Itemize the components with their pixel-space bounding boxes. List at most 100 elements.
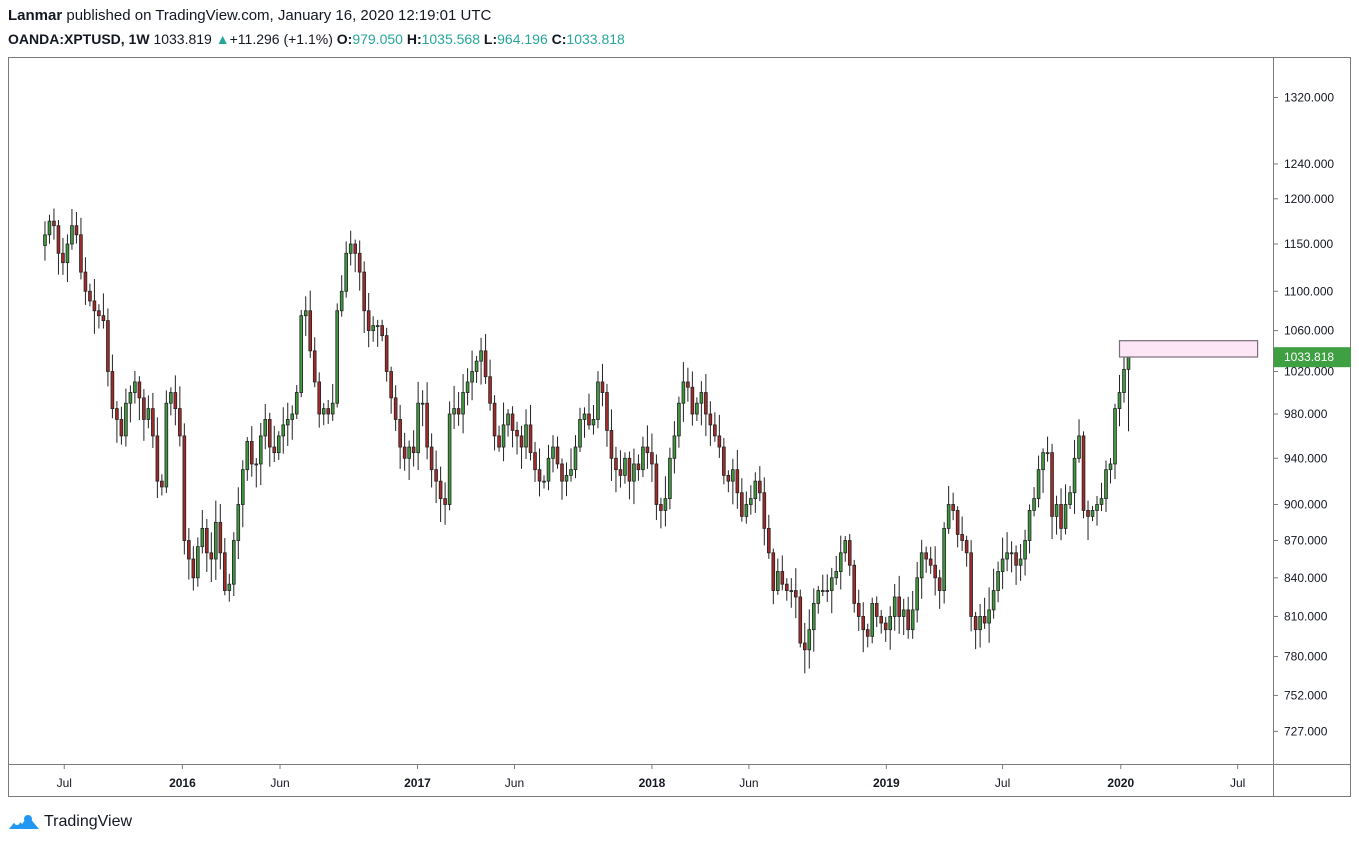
candle[interactable] <box>614 446 618 493</box>
candle[interactable] <box>659 497 663 529</box>
candle[interactable] <box>1090 505 1095 522</box>
candle[interactable] <box>191 546 196 591</box>
candle[interactable] <box>789 578 794 608</box>
candle[interactable] <box>528 404 533 461</box>
candle[interactable] <box>438 466 443 523</box>
time-axis[interactable]: Jul 2016 Jun 2017 Jun 2018 Jun 2019 Jul 2020 Jul <box>57 764 1246 790</box>
candle[interactable] <box>101 293 106 329</box>
candle[interactable] <box>263 404 268 450</box>
candle[interactable] <box>434 450 438 504</box>
candle[interactable] <box>407 440 411 480</box>
candle[interactable] <box>1009 541 1014 573</box>
candle[interactable] <box>964 535 969 567</box>
candle[interactable] <box>847 533 852 576</box>
price-axis[interactable]: 1320.000 1240.000 1200.000 1150.000 1100.000… <box>1273 91 1334 739</box>
candle[interactable] <box>672 421 677 474</box>
candle[interactable] <box>955 506 960 548</box>
candle[interactable] <box>861 602 866 653</box>
candle[interactable] <box>214 500 218 580</box>
candle[interactable] <box>973 611 978 650</box>
candle[interactable] <box>1108 457 1113 484</box>
candle[interactable] <box>452 385 456 429</box>
candle[interactable] <box>353 239 357 273</box>
candle[interactable] <box>326 399 331 424</box>
candle[interactable] <box>753 472 758 513</box>
candle[interactable] <box>43 221 47 261</box>
candle[interactable] <box>915 561 919 623</box>
candle[interactable] <box>1014 545 1018 585</box>
candle[interactable] <box>299 309 304 398</box>
candle[interactable] <box>443 482 447 525</box>
candle[interactable] <box>236 487 241 560</box>
candle[interactable] <box>312 337 317 388</box>
candle[interactable] <box>371 316 375 342</box>
candle[interactable] <box>308 290 313 358</box>
candle[interactable] <box>1054 495 1059 535</box>
candle[interactable] <box>1050 443 1054 540</box>
candle[interactable] <box>1072 439 1077 514</box>
candle[interactable] <box>892 583 897 631</box>
candle[interactable] <box>888 606 892 650</box>
candle[interactable] <box>555 436 560 469</box>
candle[interactable] <box>83 257 88 305</box>
candle[interactable] <box>465 368 470 406</box>
candle[interactable] <box>146 395 151 429</box>
candle[interactable] <box>1032 487 1036 517</box>
candle[interactable] <box>456 392 461 426</box>
candle[interactable] <box>919 539 924 599</box>
candle[interactable] <box>160 474 164 496</box>
candle[interactable] <box>232 532 236 597</box>
candle[interactable] <box>74 211 79 244</box>
candle[interactable] <box>708 401 713 446</box>
candle[interactable] <box>546 444 551 491</box>
candle[interactable] <box>344 241 348 298</box>
candle[interactable] <box>1117 374 1122 427</box>
candle[interactable] <box>1041 448 1045 493</box>
candle[interactable] <box>92 278 97 334</box>
candle[interactable] <box>722 438 726 485</box>
candle[interactable] <box>1077 419 1081 463</box>
candle[interactable] <box>497 425 501 452</box>
candle[interactable] <box>209 532 214 583</box>
candle[interactable] <box>524 409 528 459</box>
candle[interactable] <box>106 308 110 387</box>
candle[interactable] <box>870 597 875 644</box>
candle[interactable] <box>758 466 762 502</box>
candle[interactable] <box>321 403 326 426</box>
candle[interactable] <box>762 477 767 546</box>
candle[interactable] <box>537 448 542 497</box>
candle[interactable] <box>119 406 124 445</box>
candle[interactable] <box>897 575 901 634</box>
candle[interactable] <box>641 436 645 477</box>
candle[interactable] <box>776 558 780 595</box>
candle[interactable] <box>618 450 623 488</box>
candle[interactable] <box>744 491 749 524</box>
candle[interactable] <box>960 516 964 551</box>
candle[interactable] <box>726 470 731 493</box>
candle[interactable] <box>115 401 119 443</box>
candle[interactable] <box>52 208 56 240</box>
candle[interactable] <box>461 374 465 434</box>
candle[interactable] <box>70 209 74 250</box>
candle[interactable] <box>910 590 915 639</box>
candle[interactable] <box>47 214 52 244</box>
candle[interactable] <box>829 567 834 614</box>
candle[interactable] <box>290 405 295 440</box>
candle[interactable] <box>569 448 573 482</box>
candle[interactable] <box>61 237 65 275</box>
candle[interactable] <box>155 417 160 499</box>
candle[interactable] <box>178 386 182 447</box>
candle[interactable] <box>834 555 839 585</box>
candle[interactable] <box>609 409 614 481</box>
candle[interactable] <box>218 503 223 570</box>
candle[interactable] <box>942 522 946 604</box>
candle[interactable] <box>258 423 263 486</box>
candle[interactable] <box>982 597 987 629</box>
candle[interactable] <box>564 462 569 497</box>
candle[interactable] <box>285 402 290 446</box>
candle[interactable] <box>470 350 474 401</box>
candle[interactable] <box>137 376 142 421</box>
candle[interactable] <box>133 371 137 404</box>
candle[interactable] <box>969 540 973 632</box>
candle[interactable] <box>479 337 483 385</box>
